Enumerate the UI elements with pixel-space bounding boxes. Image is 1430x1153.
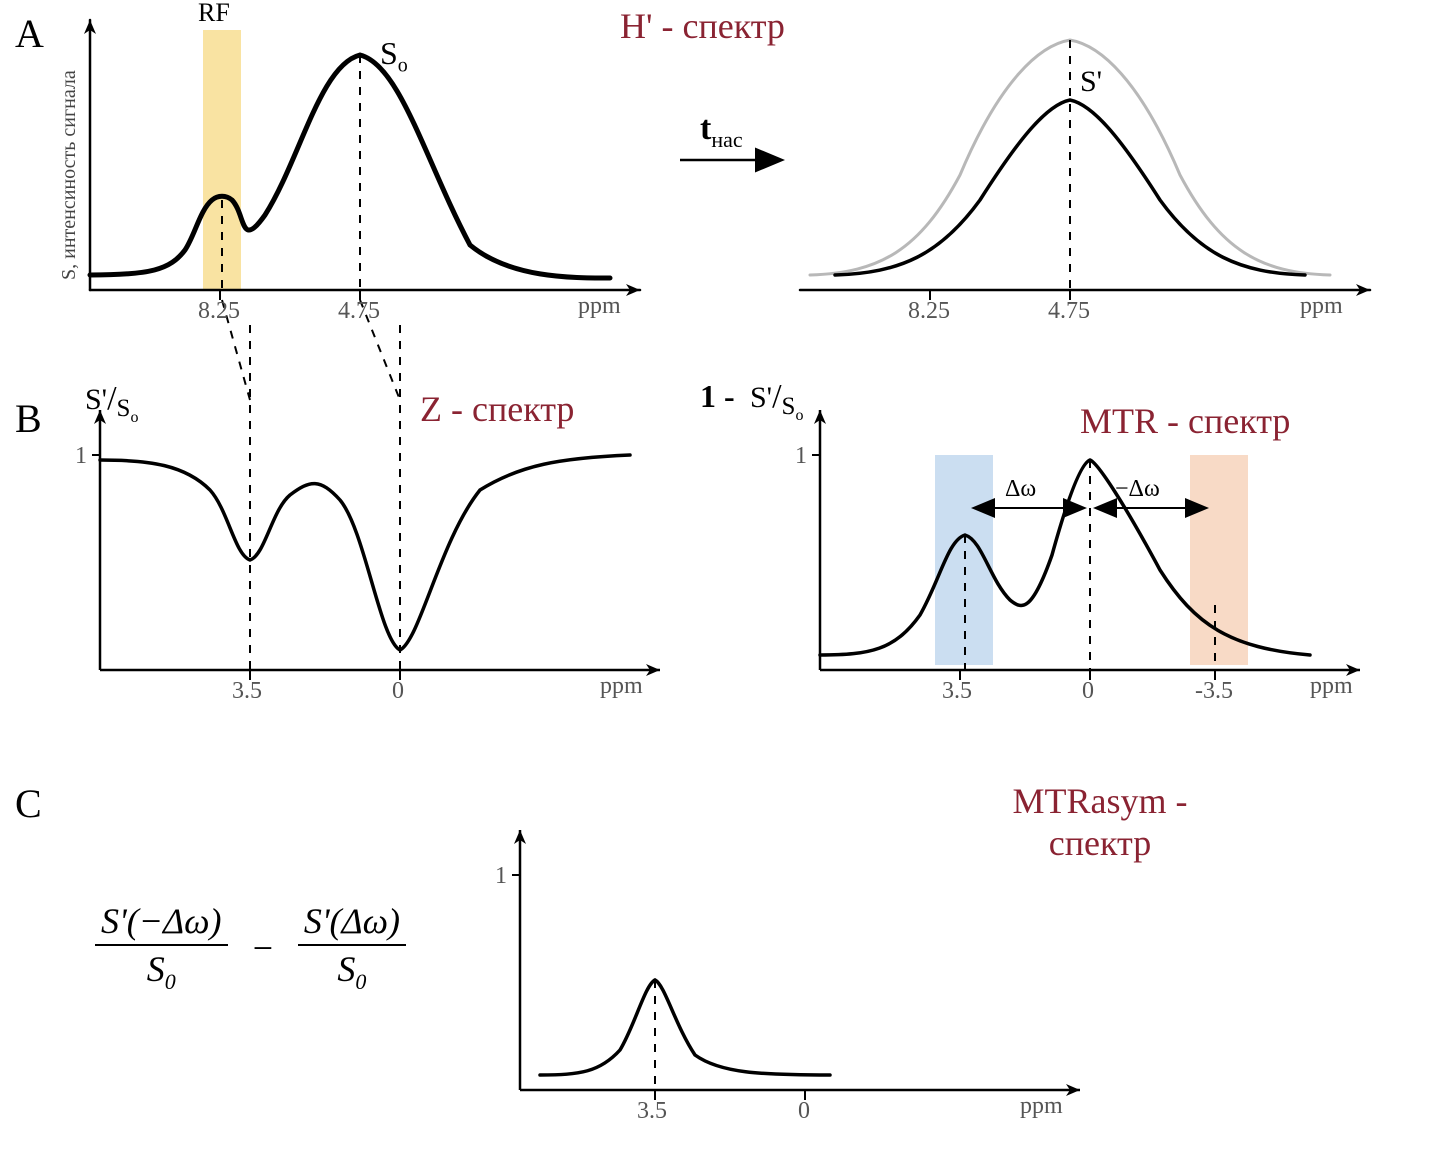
- ytick-b-right: 1: [795, 443, 807, 470]
- panel-a: [84, 20, 1370, 300]
- ppm-c: ppm: [1020, 1093, 1063, 1120]
- tick-c-35: 3.5: [637, 1098, 667, 1125]
- panel-label-c: C: [15, 780, 42, 827]
- title-a: H' - спектр: [620, 5, 785, 47]
- tick-bl-35: 3.5: [232, 678, 262, 705]
- panel-label-b: B: [15, 395, 42, 442]
- ytick-b-left: 1: [75, 443, 87, 470]
- delta-left-label: Δω: [1005, 476, 1036, 503]
- tick-a-825: 8.25: [198, 298, 240, 325]
- curve-c: [540, 980, 830, 1075]
- ylabel-a: S, интенсиность сигнала: [58, 70, 81, 280]
- panel-label-a: A: [15, 10, 44, 57]
- tick-br-0: 0: [1082, 678, 1094, 705]
- ratio-b-left: S'/So: [85, 380, 138, 427]
- ratio-b-right: S'/So: [750, 378, 803, 425]
- rf-label: RF: [198, 0, 230, 28]
- tick-br-35: 3.5: [942, 678, 972, 705]
- ppm-b-left: ppm: [600, 673, 643, 700]
- orange-band: [1190, 455, 1248, 665]
- ppm-a-right: ppm: [1300, 293, 1343, 320]
- ratio-b-right-pre: 1 -: [700, 378, 735, 415]
- ppm-a-left: ppm: [578, 293, 621, 320]
- tick-ar-825: 8.25: [908, 298, 950, 325]
- ppm-b-right: ppm: [1310, 673, 1353, 700]
- panel-b: [92, 300, 1360, 680]
- s1-label: S': [1080, 65, 1102, 99]
- panel-c: [512, 830, 1080, 1100]
- s0-label: So: [380, 35, 408, 77]
- curve-b-left: [100, 455, 630, 650]
- curve-a-left: [90, 55, 610, 278]
- formula-c: S'(−Δω) S0 − S'(Δω) S0: [95, 900, 406, 995]
- tick-br-n35: -3.5: [1195, 678, 1233, 705]
- tick-c-0: 0: [798, 1098, 810, 1125]
- tick-a-475: 4.75: [338, 298, 380, 325]
- title-b-left: Z - спектр: [420, 388, 574, 430]
- ytick-c: 1: [495, 863, 507, 890]
- tick-ar-475: 4.75: [1048, 298, 1090, 325]
- tick-bl-0: 0: [392, 678, 404, 705]
- title-b-right: MTR - спектр: [1080, 400, 1290, 442]
- delta-right-label: −Δω: [1115, 476, 1160, 503]
- t-sat-label: tнас: [700, 110, 743, 153]
- title-c: MTRasym - спектр: [970, 780, 1230, 864]
